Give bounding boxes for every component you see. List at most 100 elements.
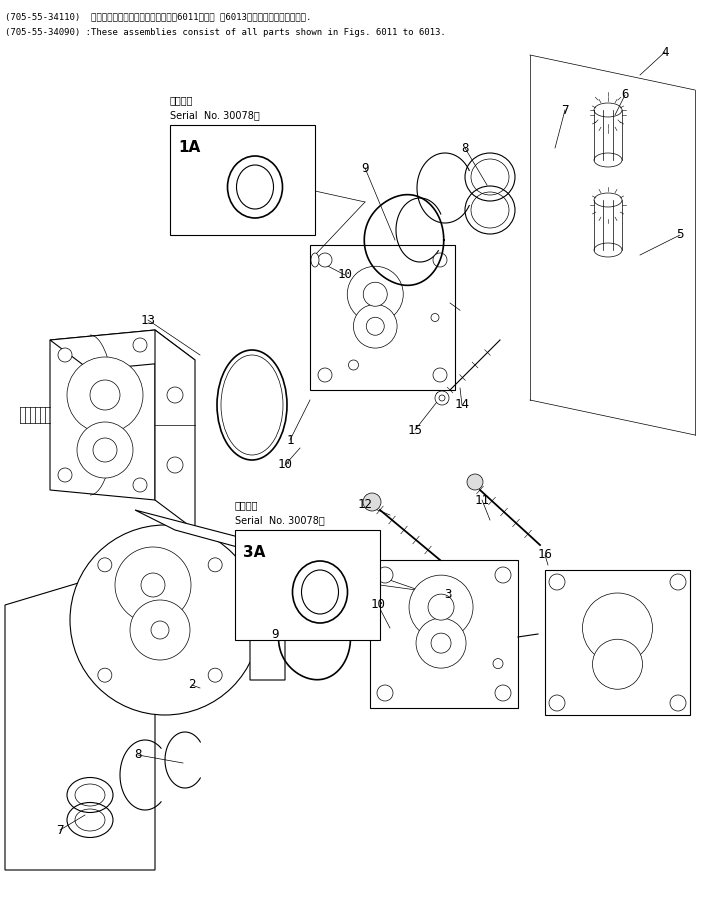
Circle shape	[70, 525, 260, 715]
Circle shape	[363, 493, 381, 511]
Polygon shape	[155, 330, 195, 530]
Circle shape	[549, 574, 565, 590]
Text: 3A: 3A	[243, 545, 266, 560]
Ellipse shape	[311, 253, 319, 267]
Text: 7: 7	[56, 823, 64, 836]
Ellipse shape	[594, 103, 622, 117]
Bar	[310, 245, 455, 390]
Circle shape	[90, 380, 120, 410]
Text: 9: 9	[361, 162, 369, 174]
Text: 7: 7	[561, 103, 569, 116]
Circle shape	[133, 338, 147, 352]
Circle shape	[98, 557, 112, 572]
Text: 13: 13	[140, 314, 156, 327]
Circle shape	[433, 253, 447, 267]
Text: 15: 15	[408, 424, 423, 437]
Text: 6: 6	[621, 89, 629, 102]
Ellipse shape	[227, 156, 282, 218]
Text: 10: 10	[370, 598, 385, 612]
Text: 8: 8	[461, 141, 469, 154]
Ellipse shape	[221, 355, 283, 455]
Polygon shape	[115, 547, 191, 623]
Circle shape	[670, 574, 686, 590]
Circle shape	[377, 567, 393, 583]
Polygon shape	[130, 600, 190, 660]
Text: 14: 14	[455, 399, 469, 412]
Polygon shape	[250, 540, 285, 680]
Bar	[545, 570, 690, 715]
Polygon shape	[50, 330, 195, 370]
Text: 16: 16	[537, 548, 552, 561]
Ellipse shape	[594, 153, 622, 167]
Circle shape	[435, 391, 449, 405]
Circle shape	[583, 593, 653, 663]
Text: 3: 3	[444, 589, 452, 602]
Bar	[235, 530, 380, 640]
Circle shape	[67, 357, 143, 433]
Text: 適用号機: 適用号機	[170, 95, 193, 105]
Circle shape	[366, 318, 384, 335]
Circle shape	[353, 305, 397, 348]
Ellipse shape	[594, 193, 622, 207]
Text: Serial  No. 30078～: Serial No. 30078～	[235, 515, 325, 525]
Circle shape	[593, 640, 642, 689]
Circle shape	[93, 438, 117, 462]
Circle shape	[77, 422, 133, 478]
Circle shape	[348, 360, 358, 370]
Text: 1: 1	[286, 434, 294, 447]
Circle shape	[167, 387, 183, 403]
Text: 5: 5	[676, 229, 684, 242]
Polygon shape	[135, 510, 285, 560]
Circle shape	[431, 314, 439, 321]
Circle shape	[347, 266, 404, 322]
Circle shape	[439, 395, 445, 401]
Circle shape	[151, 621, 169, 639]
Circle shape	[416, 618, 466, 668]
Circle shape	[58, 468, 72, 482]
Ellipse shape	[217, 350, 287, 460]
Text: 10: 10	[278, 459, 292, 472]
Text: 9: 9	[271, 629, 279, 641]
Circle shape	[208, 668, 222, 682]
Circle shape	[428, 594, 454, 620]
Circle shape	[493, 659, 503, 668]
Circle shape	[318, 368, 332, 382]
Ellipse shape	[436, 392, 447, 403]
Circle shape	[549, 695, 565, 711]
Circle shape	[363, 282, 387, 306]
Text: (705-55-34090) :These assemblies consist of all parts shown in Figs. 6011 to 601: (705-55-34090) :These assemblies consist…	[5, 28, 446, 37]
Polygon shape	[5, 560, 155, 870]
Text: 11: 11	[474, 494, 489, 507]
Circle shape	[318, 253, 332, 267]
Ellipse shape	[594, 243, 622, 257]
Ellipse shape	[292, 561, 348, 623]
Circle shape	[431, 633, 451, 653]
Bar	[170, 125, 315, 235]
Text: 適用号機: 適用号機	[235, 500, 258, 510]
Circle shape	[495, 685, 511, 701]
Bar	[370, 560, 518, 708]
Circle shape	[141, 573, 165, 597]
Circle shape	[409, 575, 473, 639]
Circle shape	[58, 348, 72, 362]
Circle shape	[670, 695, 686, 711]
Ellipse shape	[236, 165, 273, 209]
Text: (705-55-34110)  これらのアセンブリの構成部品は第6011図から 第6013図の部品までございます.: (705-55-34110) これらのアセンブリの構成部品は第6011図から 第…	[5, 12, 312, 21]
Text: 2: 2	[188, 678, 195, 691]
Circle shape	[133, 478, 147, 492]
Text: 12: 12	[358, 498, 372, 511]
Circle shape	[167, 457, 183, 473]
Circle shape	[208, 557, 222, 572]
Circle shape	[433, 368, 447, 382]
Ellipse shape	[302, 570, 338, 614]
Circle shape	[98, 668, 112, 682]
Text: 8: 8	[135, 749, 142, 761]
Text: 4: 4	[661, 45, 669, 58]
Circle shape	[467, 474, 483, 490]
Text: 10: 10	[338, 269, 353, 282]
Polygon shape	[50, 330, 155, 500]
Text: Serial  No. 30078～: Serial No. 30078～	[170, 110, 260, 120]
Circle shape	[495, 567, 511, 583]
Text: 1A: 1A	[178, 140, 200, 155]
Circle shape	[377, 685, 393, 701]
